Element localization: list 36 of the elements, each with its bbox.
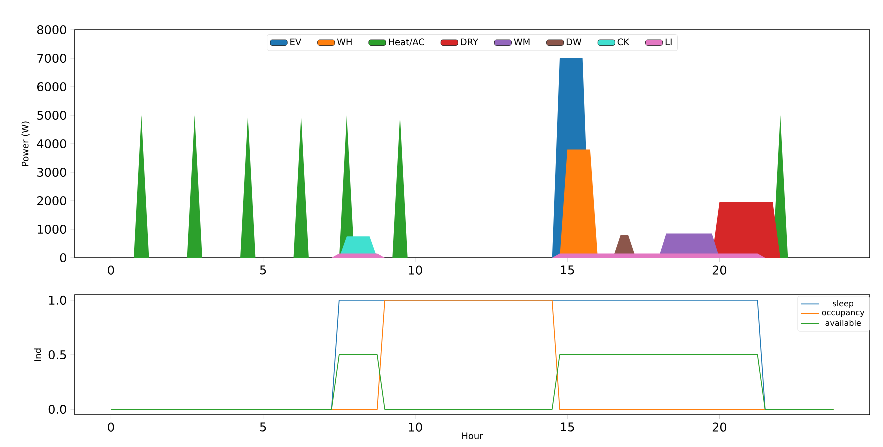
legend-label: Heat/AC xyxy=(389,38,424,46)
y-tick-label: 7000 xyxy=(38,54,66,64)
x-tick-label: 5 xyxy=(260,422,266,432)
x-tick-label: 15 xyxy=(561,266,574,275)
legend-label: sleep xyxy=(833,300,854,308)
x-tick-label: 20 xyxy=(712,266,727,275)
y-axis-title: Ind xyxy=(34,348,42,362)
x-tick-label: 10 xyxy=(409,266,422,275)
y-tick-label: 1.0 xyxy=(49,296,66,305)
x-tick-label: 0 xyxy=(108,266,114,275)
legend-label: DW xyxy=(566,38,582,46)
x-axis-title: Hour xyxy=(462,432,484,440)
y-tick-label: 0 xyxy=(60,253,66,263)
legend-label: LI xyxy=(666,38,672,46)
y-tick-label: 5000 xyxy=(38,110,66,120)
y-axis-title: Power (W) xyxy=(22,122,30,166)
x-tick-label: 15 xyxy=(561,422,574,432)
y-tick-label: 2000 xyxy=(38,196,66,206)
y-tick-label: 0.5 xyxy=(48,350,66,360)
y-tick-label: 1000 xyxy=(38,224,66,234)
y-tick-label: 8000 xyxy=(37,25,66,35)
x-tick-label: 5 xyxy=(260,266,266,275)
legend-label: WH xyxy=(337,38,352,46)
y-tick-label: 6000 xyxy=(37,82,66,92)
y-tick-label: 3000 xyxy=(38,168,66,178)
legend-label: CK xyxy=(618,38,630,46)
y-tick-label: 0.0 xyxy=(48,405,66,414)
y-tick-label: 4000 xyxy=(37,139,66,149)
x-tick-label: 0 xyxy=(108,422,114,432)
legend-label: available xyxy=(826,320,861,326)
legend-label: WM xyxy=(514,38,530,46)
legend-label: EV xyxy=(290,38,302,46)
legend-label: occupancy xyxy=(822,310,865,318)
legend-label: DRY xyxy=(461,38,478,46)
x-tick-label: 10 xyxy=(409,422,422,432)
x-tick-label: 20 xyxy=(712,422,727,432)
